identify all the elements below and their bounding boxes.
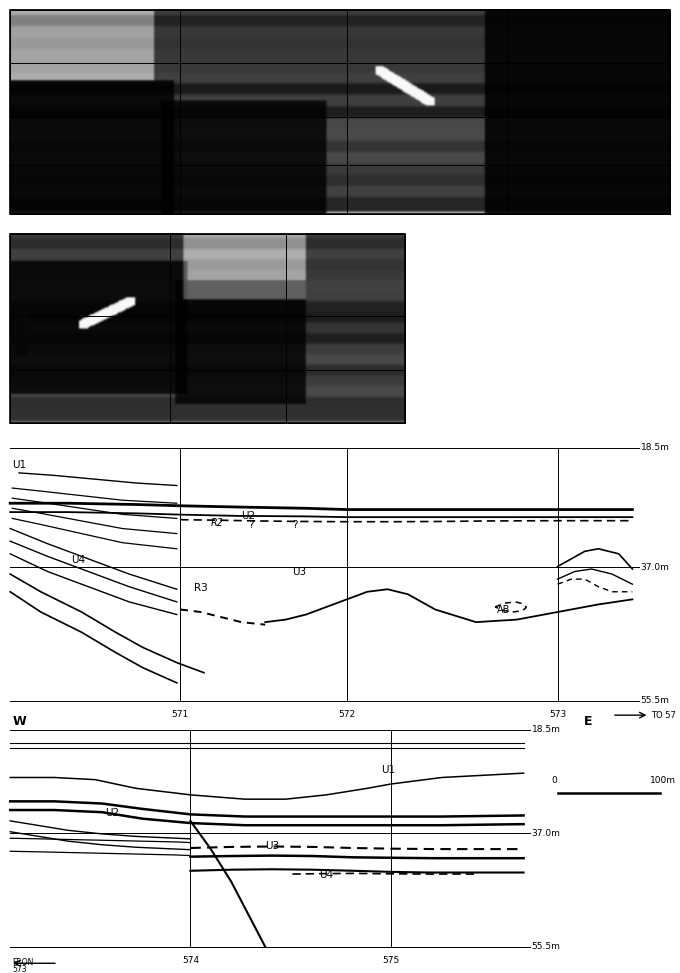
Text: TO 57: TO 57 <box>651 710 677 720</box>
Text: FRON: FRON <box>12 958 33 967</box>
Text: 0: 0 <box>551 776 557 785</box>
Text: 18.5m: 18.5m <box>641 443 669 452</box>
Text: 571: 571 <box>171 710 189 719</box>
Text: 37.0m: 37.0m <box>641 562 669 572</box>
Text: AB: AB <box>496 605 510 615</box>
Text: 37.0m: 37.0m <box>532 829 560 838</box>
Bar <box>10 10 670 214</box>
Text: U3: U3 <box>265 841 279 850</box>
Text: 55.5m: 55.5m <box>641 696 669 705</box>
Text: 573: 573 <box>549 710 566 719</box>
Text: R2: R2 <box>211 518 224 528</box>
Text: W: W <box>12 715 26 729</box>
Text: U4: U4 <box>71 556 86 565</box>
Text: 100m: 100m <box>650 776 676 785</box>
Text: U3: U3 <box>292 566 307 577</box>
Bar <box>10 234 405 423</box>
Text: U2: U2 <box>105 809 120 818</box>
Text: R3: R3 <box>194 583 207 593</box>
Text: 18.5m: 18.5m <box>532 725 560 735</box>
Text: U4: U4 <box>320 870 334 881</box>
Text: E: E <box>583 715 592 729</box>
Text: 573: 573 <box>12 965 27 973</box>
Text: 572: 572 <box>338 710 356 719</box>
Text: 574: 574 <box>182 956 199 965</box>
Text: 575: 575 <box>382 956 400 965</box>
Text: ?: ? <box>292 520 298 529</box>
Text: ?: ? <box>248 521 254 530</box>
Text: U1: U1 <box>381 765 395 775</box>
Text: U2: U2 <box>241 512 256 522</box>
Text: U1: U1 <box>12 460 27 470</box>
Text: 55.5m: 55.5m <box>532 942 560 952</box>
